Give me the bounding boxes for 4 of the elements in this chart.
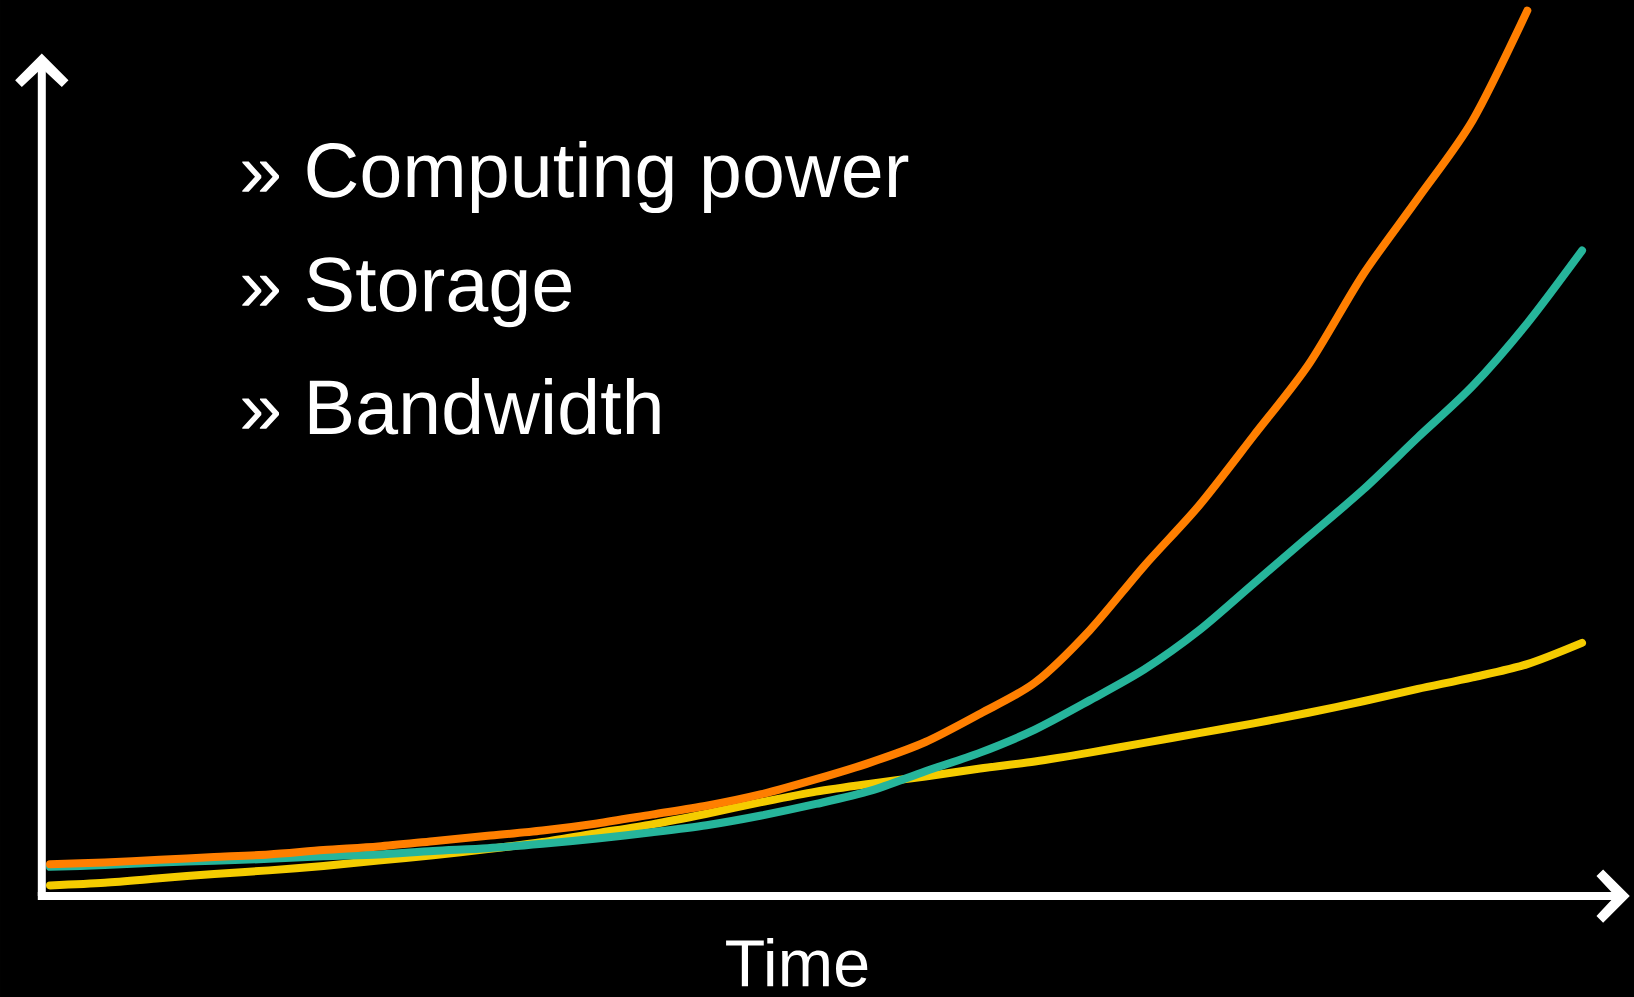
annotation: » Computing power — [242, 141, 909, 214]
annotation: » Bandwidth — [242, 378, 660, 435]
annotation: » Storage — [242, 257, 571, 328]
x-axis-title: Time — [726, 937, 868, 987]
